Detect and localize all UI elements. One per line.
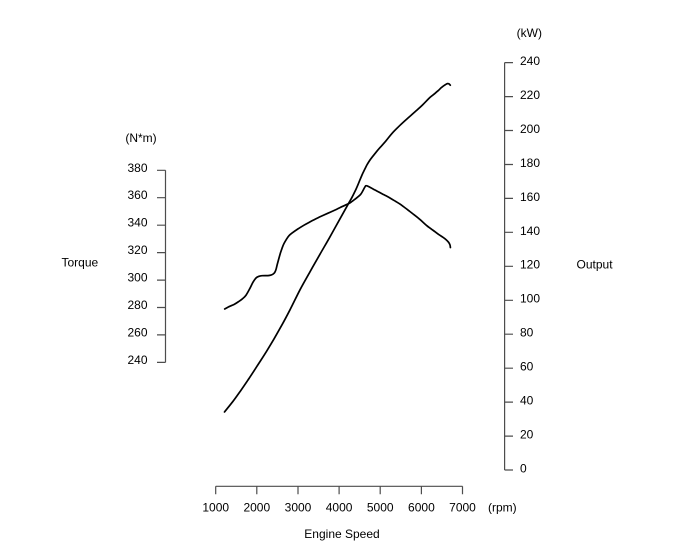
svg-text:200: 200 [520,122,540,136]
svg-text:240: 240 [127,353,147,367]
svg-text:320: 320 [127,243,147,257]
svg-text:40: 40 [520,394,534,408]
svg-text:2000: 2000 [243,501,270,515]
svg-text:Torque: Torque [62,256,99,270]
svg-text:0: 0 [520,461,527,475]
svg-text:160: 160 [520,190,540,204]
svg-text:Engine Speed: Engine Speed [304,527,379,541]
svg-text:240: 240 [520,54,540,68]
svg-text:7000: 7000 [449,501,476,515]
svg-text:(rpm): (rpm) [488,501,517,515]
svg-text:3000: 3000 [285,501,312,515]
svg-text:120: 120 [520,258,540,272]
svg-text:4000: 4000 [326,501,353,515]
svg-text:(N*m): (N*m) [125,131,156,145]
svg-text:300: 300 [127,271,147,285]
svg-text:280: 280 [127,298,147,312]
svg-text:20: 20 [520,428,534,442]
svg-text:1000: 1000 [202,501,229,515]
svg-text:360: 360 [127,188,147,202]
svg-text:5000: 5000 [367,501,394,515]
svg-text:180: 180 [520,156,540,170]
svg-text:380: 380 [127,161,147,175]
svg-text:140: 140 [520,224,540,238]
svg-text:Output: Output [577,258,614,272]
svg-text:6000: 6000 [408,501,435,515]
svg-text:220: 220 [520,88,540,102]
svg-text:60: 60 [520,360,534,374]
svg-text:260: 260 [127,325,147,339]
svg-text:(kW): (kW) [517,26,542,40]
svg-text:80: 80 [520,326,534,340]
svg-text:100: 100 [520,292,540,306]
svg-text:340: 340 [127,216,147,230]
